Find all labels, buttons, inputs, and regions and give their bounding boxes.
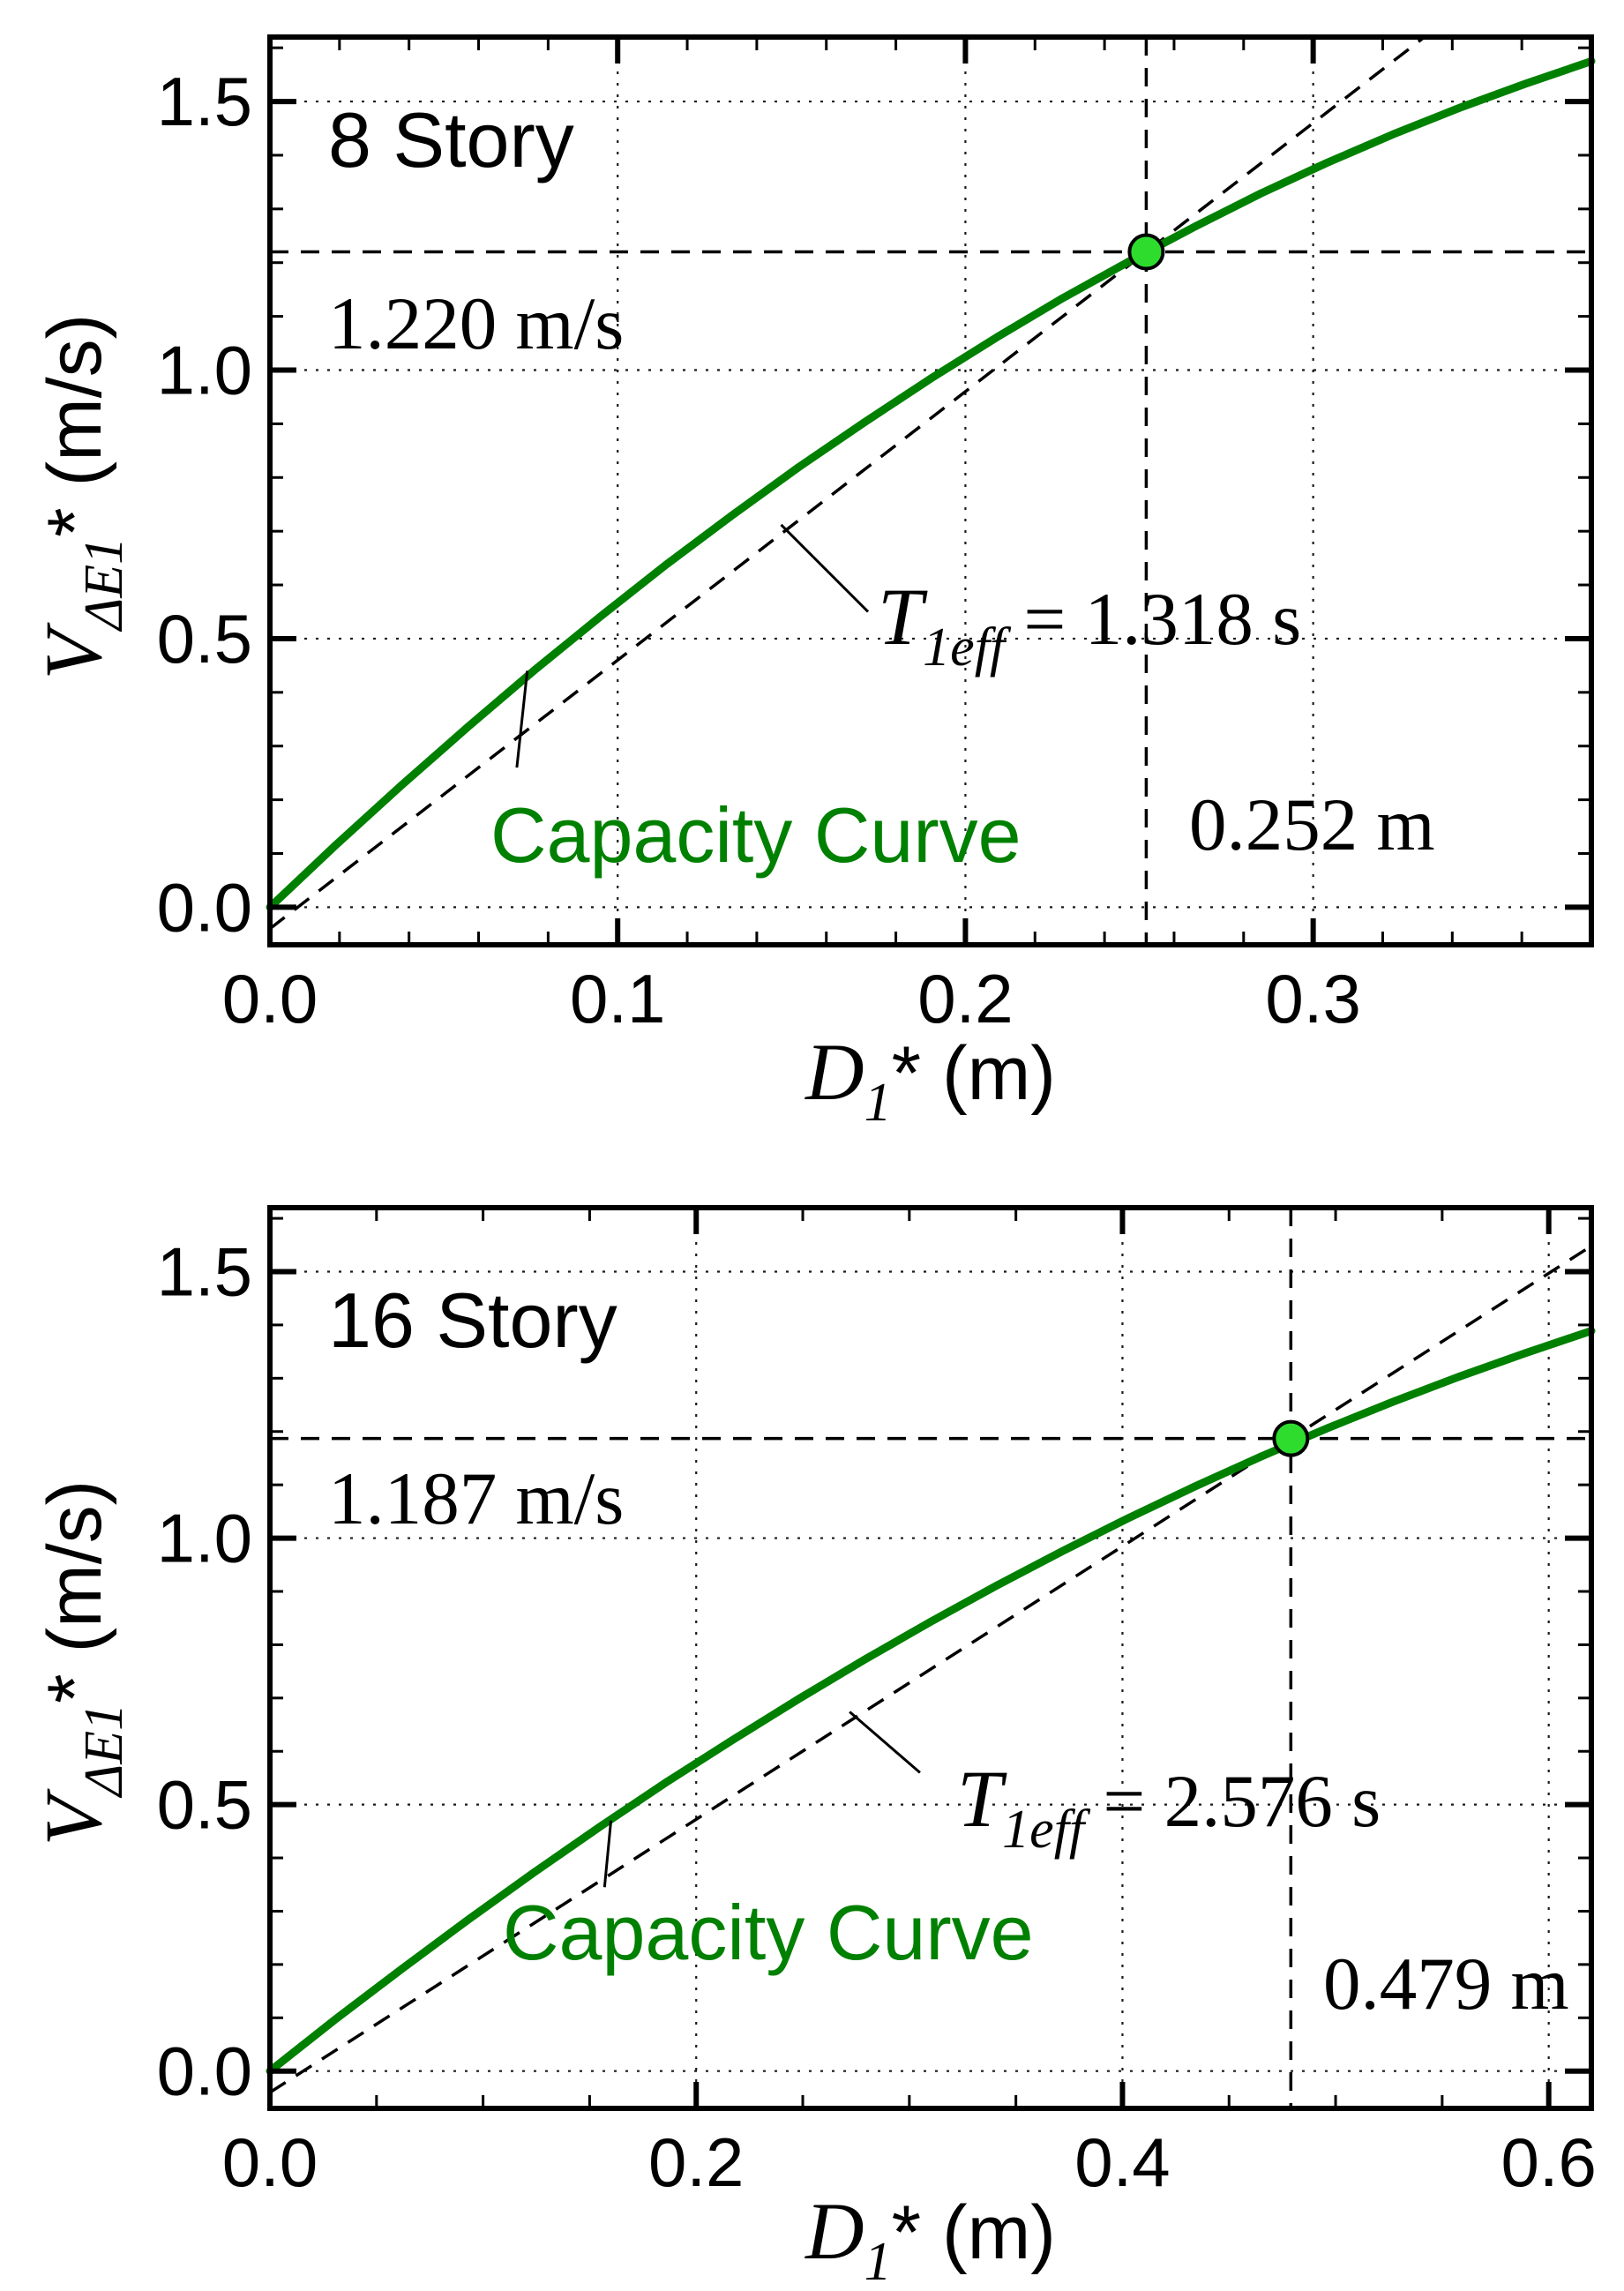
x-tick-label: 0.6 [1501,2123,1596,2201]
displacement-value-label: 0.252 m [1189,783,1435,866]
x-axis-units: * (m) [891,1031,1056,1116]
capacity-curve-label: Capacity Curve [503,1889,1034,1976]
y-tick-label: 1.0 [157,1500,252,1577]
period-symbol: T [957,1754,1003,1844]
y-tick-label: 1.5 [157,63,252,140]
y-axis-title: VΔE1* (m/s) [26,100,136,894]
x-axis-units: * (m) [891,2190,1056,2275]
y-axis-symbol: V [28,1796,118,1846]
performance-point-dot [1272,1419,1310,1457]
effective-period-label: T1eff = 2.576 s [957,1752,1381,1861]
velocity-value-label: 1.220 m/s [328,282,625,365]
x-tick-label: 0.1 [570,960,665,1037]
performance-point-dot [1127,233,1165,271]
period-value: = 1.318 s [1005,578,1302,661]
period-symbol: T [878,572,924,662]
plot-frame [267,1205,1594,2111]
x-tick-label: 0.2 [648,2123,744,2201]
y-tick-label: 0.5 [157,1766,252,1844]
y-tick-label: 1.5 [157,1232,252,1310]
effective-period-label: T1eff = 1.318 s [878,570,1301,679]
x-tick-label: 0.0 [222,2123,318,2201]
x-axis-title: D1* (m) [270,2184,1591,2291]
x-tick-label: 0.4 [1074,2123,1170,2201]
effective-period-line [269,1244,1592,2094]
period-value: = 2.576 s [1084,1760,1381,1843]
y-tick-label: 0.0 [157,868,252,946]
period-subscript: 1eff [1002,1800,1085,1860]
effective-period-line [268,35,1426,931]
x-axis-subscript: 1 [864,1073,892,1133]
leader-line [602,1820,613,1888]
plot-svg-8-story: 0.0 0.1 0.2 0.3 0.0 0.5 1.0 1.5 [157,34,1596,1037]
x-axis-title: D1* (m) [270,1025,1591,1134]
y-axis-title: VΔE1* (m/s) [26,1266,136,2060]
leader-line [849,1711,921,1774]
y-axis-units: * (m/s) [33,1479,117,1703]
capacity-curve-path [266,56,1596,911]
y-axis-subscript: ΔE1 [74,1703,134,1797]
capacity-curve-path [266,1327,1596,2076]
period-subscript: 1eff [923,618,1006,678]
x-tick-label: 0.2 [917,960,1013,1037]
chart-title: 8 Story [328,96,574,183]
y-tick-label: 1.0 [157,332,252,409]
displacement-value-label: 0.479 m [1323,1943,1569,2025]
x-axis-symbol: D [805,1027,864,1117]
leader-line [780,523,870,613]
chart-8-story: 0.0 0.1 0.2 0.3 0.0 0.5 1.0 1.5 8 Story 1.220 m… [26,34,1596,1134]
chart-title: 16 Story [328,1277,617,1364]
y-axis-units: * (m/s) [33,313,117,537]
y-axis-subscript: ΔE1 [74,536,134,631]
y-tick-label: 0.0 [157,2033,252,2110]
leader-line [515,670,529,768]
x-axis-symbol: D [805,2186,864,2276]
capacity-curve-label: Capacity Curve [490,791,1022,879]
x-tick-label: 0.0 [222,960,318,1037]
y-axis-symbol: V [28,630,118,680]
chart-16-story: 0.0 0.2 0.4 0.6 0.0 0.5 1.0 1.5 16 Story 1.187 … [0,1147,1624,2291]
y-tick-label: 0.5 [157,600,252,678]
x-tick-label: 0.3 [1265,960,1360,1037]
plot-frame [267,34,1594,947]
plot-svg-16-story: 0.0 0.2 0.4 0.6 0.0 0.5 1.0 1.5 [157,1205,1597,2201]
x-axis-subscript: 1 [864,2232,892,2291]
velocity-value-label: 1.187 m/s [328,1457,625,1540]
